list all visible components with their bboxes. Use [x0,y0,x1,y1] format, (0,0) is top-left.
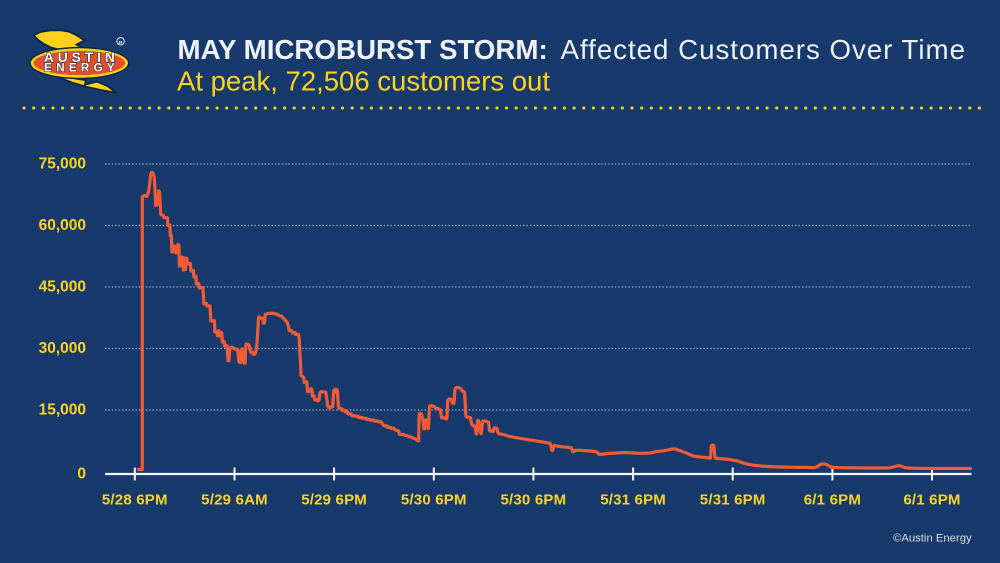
svg-text:45,000: 45,000 [39,279,86,296]
svg-text:AUSTIN: AUSTIN [44,50,115,65]
svg-text:5/31 6PM: 5/31 6PM [600,491,666,508]
svg-text:5/30 6PM: 5/30 6PM [500,491,566,508]
svg-text:30,000: 30,000 [39,340,86,357]
svg-text:5/29 6AM: 5/29 6AM [201,491,268,508]
svg-text:MAY MICROBURST STORM:: MAY MICROBURST STORM: [178,34,548,65]
svg-text:5/29 6PM: 5/29 6PM [301,491,367,508]
svg-text:Affected Customers Over Time: Affected Customers Over Time [561,34,966,65]
svg-text:6/1 6PM: 6/1 6PM [804,491,861,508]
svg-text:R: R [119,40,123,46]
svg-text:60,000: 60,000 [39,217,86,234]
svg-text:At peak, 72,506 customers out: At peak, 72,506 customers out [177,65,550,96]
svg-text:6/1 6PM: 6/1 6PM [903,491,960,508]
svg-text:5/28 6PM: 5/28 6PM [102,491,168,508]
svg-text:5/31 6PM: 5/31 6PM [700,491,766,508]
svg-text:15,000: 15,000 [39,402,86,419]
svg-text:0: 0 [77,465,86,482]
svg-text:5/30 6PM: 5/30 6PM [401,491,467,508]
svg-text:75,000: 75,000 [39,156,86,173]
svg-text:©Austin Energy: ©Austin Energy [893,533,972,545]
